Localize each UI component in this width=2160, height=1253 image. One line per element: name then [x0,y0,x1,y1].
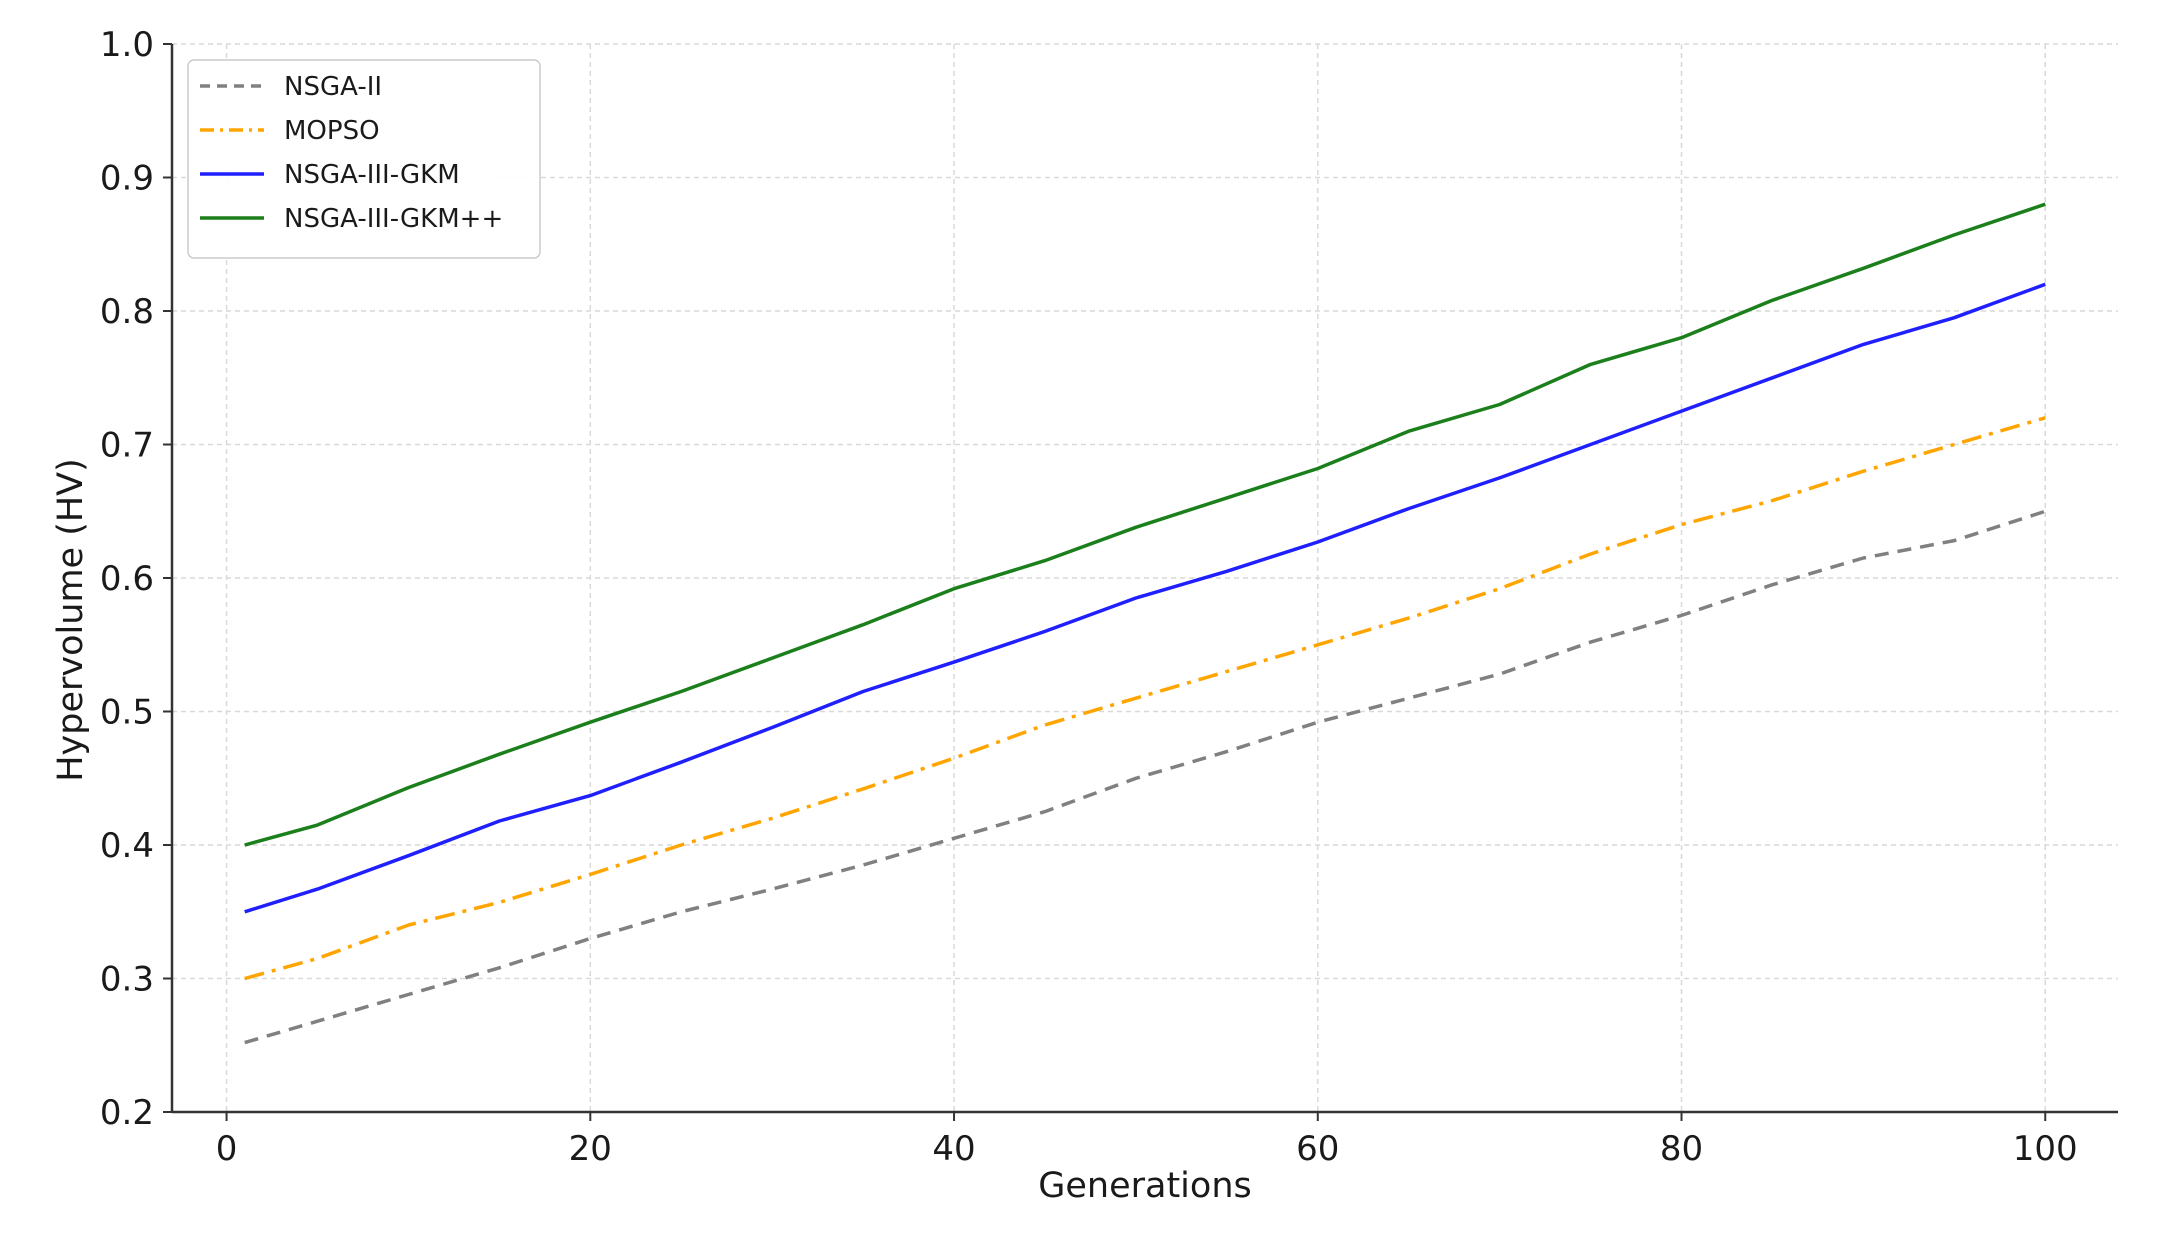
legend-label: NSGA-III-GKM [284,160,460,190]
y-tick-label: 0.5 [100,693,154,733]
x-tick-label: 100 [2013,1129,2078,1169]
series-line-mopso [244,416,2046,981]
series-lines [244,202,2046,1045]
series-line-nsga-ii [244,509,2046,1045]
legend-label: NSGA-III-GKM++ [284,204,503,234]
y-tick-label: 0.7 [100,426,154,466]
x-tick-label: 60 [1296,1129,1339,1169]
axis-ticks: 0 20 40 60 80 100 0.2 0.3 0.4 0.5 0.6 0.7 0.8 0.9 1.0 [100,25,2078,1169]
x-tick-label: 80 [1660,1129,1703,1169]
y-tick-label: 1.0 [100,25,154,65]
x-tick-label: 40 [932,1129,975,1169]
y-tick-label: 0.8 [100,292,154,332]
legend: NSGA-II MOPSO NSGA-III-GKM NSGA-III-GKM++ [187,59,541,259]
y-tick-label: 0.2 [100,1093,154,1133]
y-axis-label: Hypervolume (HV) [51,458,91,782]
x-tick-label: 0 [216,1129,238,1169]
x-tick-label: 20 [569,1129,612,1169]
y-tick-label: 0.3 [100,960,154,1000]
y-tick-label: 0.4 [100,826,154,866]
series-line-nsga-iii-gkm [244,282,2046,914]
legend-label: NSGA-II [284,72,382,102]
x-axis-label: Generations [1038,1166,1252,1206]
legend-label: MOPSO [284,116,380,146]
series-line-nsga-iii-gkm [244,202,2046,847]
legend-box [187,59,541,259]
y-tick-label: 0.9 [100,159,154,199]
y-tick-label: 0.6 [100,559,154,599]
